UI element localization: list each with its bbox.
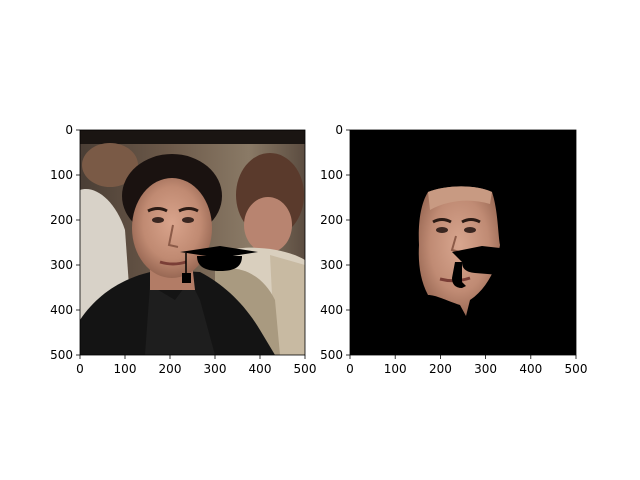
y-tick-label: 100 xyxy=(320,168,343,182)
y-tick-label: 200 xyxy=(320,213,343,227)
x-tick-label: 200 xyxy=(159,362,182,376)
x-tick-label: 200 xyxy=(429,362,452,376)
segmented-face-image xyxy=(350,130,576,355)
y-tick-label: 500 xyxy=(50,348,73,362)
x-tick-label: 0 xyxy=(346,362,354,376)
x-tick-label: 400 xyxy=(519,362,542,376)
y-tick-label: 300 xyxy=(320,258,343,272)
y-tick-label: 0 xyxy=(65,123,73,137)
x-tick-label: 500 xyxy=(565,362,588,376)
x-tick-label: 400 xyxy=(249,362,272,376)
original-photo-panel xyxy=(79,129,306,356)
x-tick-label: 300 xyxy=(204,362,227,376)
y-tick-label: 100 xyxy=(50,168,73,182)
y-tick-label: 400 xyxy=(320,303,343,317)
original-photo xyxy=(80,130,305,355)
x-tick-label: 100 xyxy=(384,362,407,376)
y-tick-label: 0 xyxy=(335,123,343,137)
x-tick-label: 300 xyxy=(474,362,497,376)
x-tick-label: 0 xyxy=(76,362,84,376)
graduation-cap-overlay xyxy=(180,246,258,283)
x-tick-label: 500 xyxy=(294,362,317,376)
y-tick-label: 400 xyxy=(50,303,73,317)
graduation-cap-mask xyxy=(452,246,500,288)
y-tick-label: 300 xyxy=(50,258,73,272)
y-tick-label: 200 xyxy=(50,213,73,227)
y-tick-label: 500 xyxy=(320,348,343,362)
x-tick-label: 100 xyxy=(114,362,137,376)
segmented-face-panel xyxy=(349,129,577,356)
